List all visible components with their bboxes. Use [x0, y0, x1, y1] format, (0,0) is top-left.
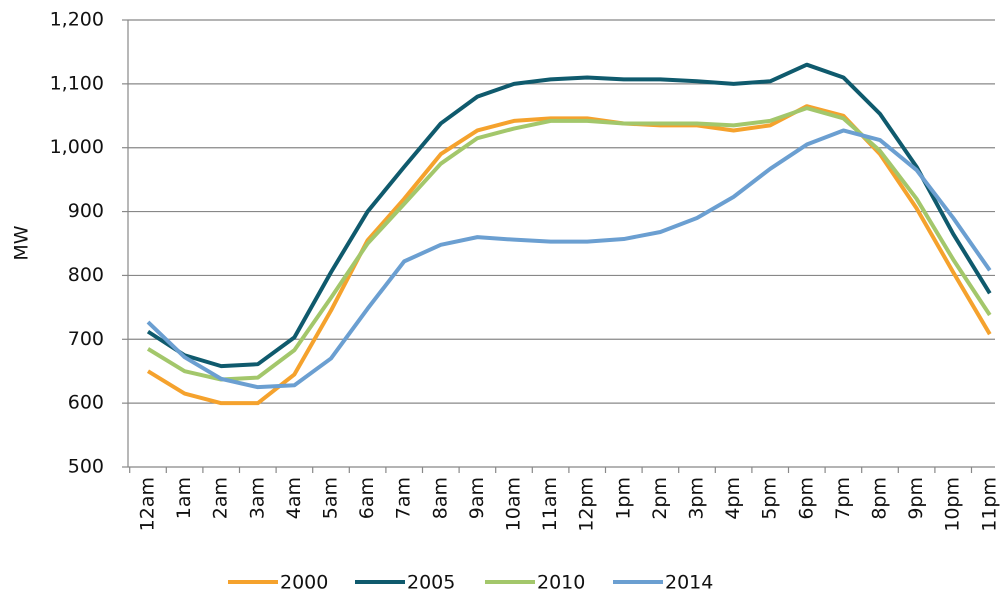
legend-label: 2005 — [407, 572, 455, 594]
x-tick-label: 9pm — [905, 477, 927, 520]
y-tick-label: 1,200 — [50, 9, 104, 31]
x-tick-label: 10am — [503, 477, 525, 531]
legend-label: 2010 — [537, 572, 585, 594]
x-tick-label: 10pm — [942, 477, 964, 532]
series-line — [146, 104, 992, 406]
x-tick-label: 3pm — [686, 477, 708, 520]
x-tick-label: 4pm — [722, 477, 744, 520]
series-line — [146, 106, 992, 382]
y-tick-label: 900 — [68, 200, 104, 222]
x-tick-label: 8pm — [869, 477, 891, 520]
x-tick-label: 7am — [393, 477, 415, 519]
x-tick-label: 4am — [283, 477, 305, 519]
y-tick-label: 800 — [68, 264, 104, 286]
x-tick-label: 7pm — [832, 477, 854, 520]
x-tick-label: 5pm — [759, 477, 781, 520]
x-tick-label: 3am — [246, 477, 268, 519]
y-tick-label: 500 — [68, 456, 104, 478]
legend-label: 2014 — [665, 572, 713, 594]
x-tick-label: 1am — [173, 477, 195, 519]
x-tick-label: 12pm — [576, 477, 598, 532]
legend-label: 2000 — [280, 572, 328, 594]
x-tick-label: 9am — [466, 477, 488, 519]
x-tick-label: 2am — [210, 477, 232, 519]
y-tick-label: 1,100 — [50, 72, 104, 94]
y-tick-label: 700 — [68, 328, 104, 350]
x-tick-label: 5am — [320, 477, 342, 519]
x-tick-label: 11am — [539, 477, 561, 531]
series-line — [146, 128, 992, 390]
y-tick-label: 600 — [68, 392, 104, 414]
x-tick-label: 6am — [356, 477, 378, 519]
series-line — [146, 62, 992, 369]
x-tick-label: 6pm — [795, 477, 817, 520]
x-tick-label: 2pm — [649, 477, 671, 520]
x-tick-label: 8am — [429, 477, 451, 519]
y-tick-label: 1,000 — [50, 136, 104, 158]
x-tick-label: 12am — [137, 477, 159, 531]
x-tick-label: 11pm — [978, 477, 1000, 532]
x-tick-label: 1pm — [612, 477, 634, 520]
y-axis-label: MW — [11, 225, 33, 260]
